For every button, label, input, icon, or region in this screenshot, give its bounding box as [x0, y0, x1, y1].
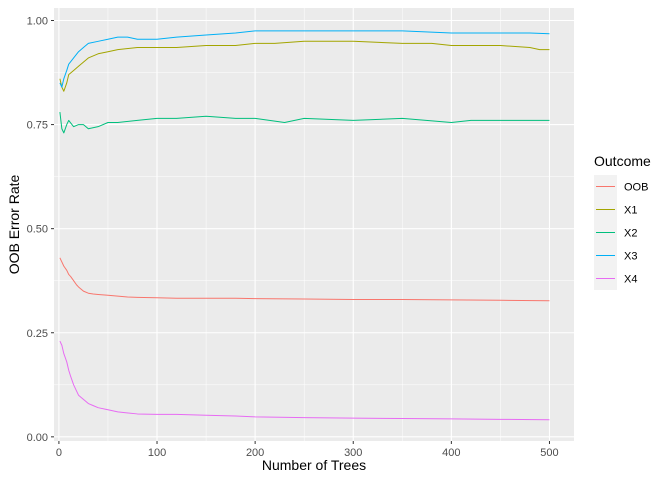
y-axis-title: OOB Error Rate	[6, 175, 22, 275]
y-tick-label: 0.50	[27, 224, 48, 236]
legend: Outcome OOB X1 X2 X3 X4	[594, 153, 651, 290]
plot-panel	[54, 8, 574, 441]
series-line-x2	[59, 112, 550, 134]
legend-title: Outcome	[594, 153, 651, 169]
x-tick-label: 400	[442, 447, 460, 459]
y-tick-label: 0.00	[27, 432, 48, 444]
panel-background	[54, 8, 574, 441]
x-tick-label: 500	[540, 447, 558, 459]
x-tick-label: 100	[148, 447, 166, 459]
legend-label-x2: X2	[624, 228, 637, 240]
y-tick-label: 0.25	[27, 328, 48, 340]
x-axis-title: Number of Trees	[262, 457, 366, 473]
x-tick-label: 0	[56, 447, 62, 459]
y-tick-label: 1.00	[27, 15, 48, 27]
series-line-oob	[59, 257, 550, 302]
series-line-x1	[59, 40, 550, 92]
legend-label-x4: X4	[624, 274, 637, 286]
series-lines	[59, 30, 550, 421]
legend-label-x1: X1	[624, 205, 637, 217]
x-tick-label: 300	[344, 447, 362, 459]
gridlines	[54, 8, 574, 441]
legend-label-oob: OOB	[624, 182, 648, 194]
x-tick-label: 200	[246, 447, 264, 459]
series-line-x3	[59, 30, 550, 88]
y-tick-label: 0.75	[27, 120, 48, 132]
axes: 0 100 200 300 400 500 0.00 0.25 0.50 0.75 1.00	[27, 15, 559, 459]
legend-label-x3: X3	[624, 251, 637, 263]
series-line-x4	[59, 340, 550, 421]
